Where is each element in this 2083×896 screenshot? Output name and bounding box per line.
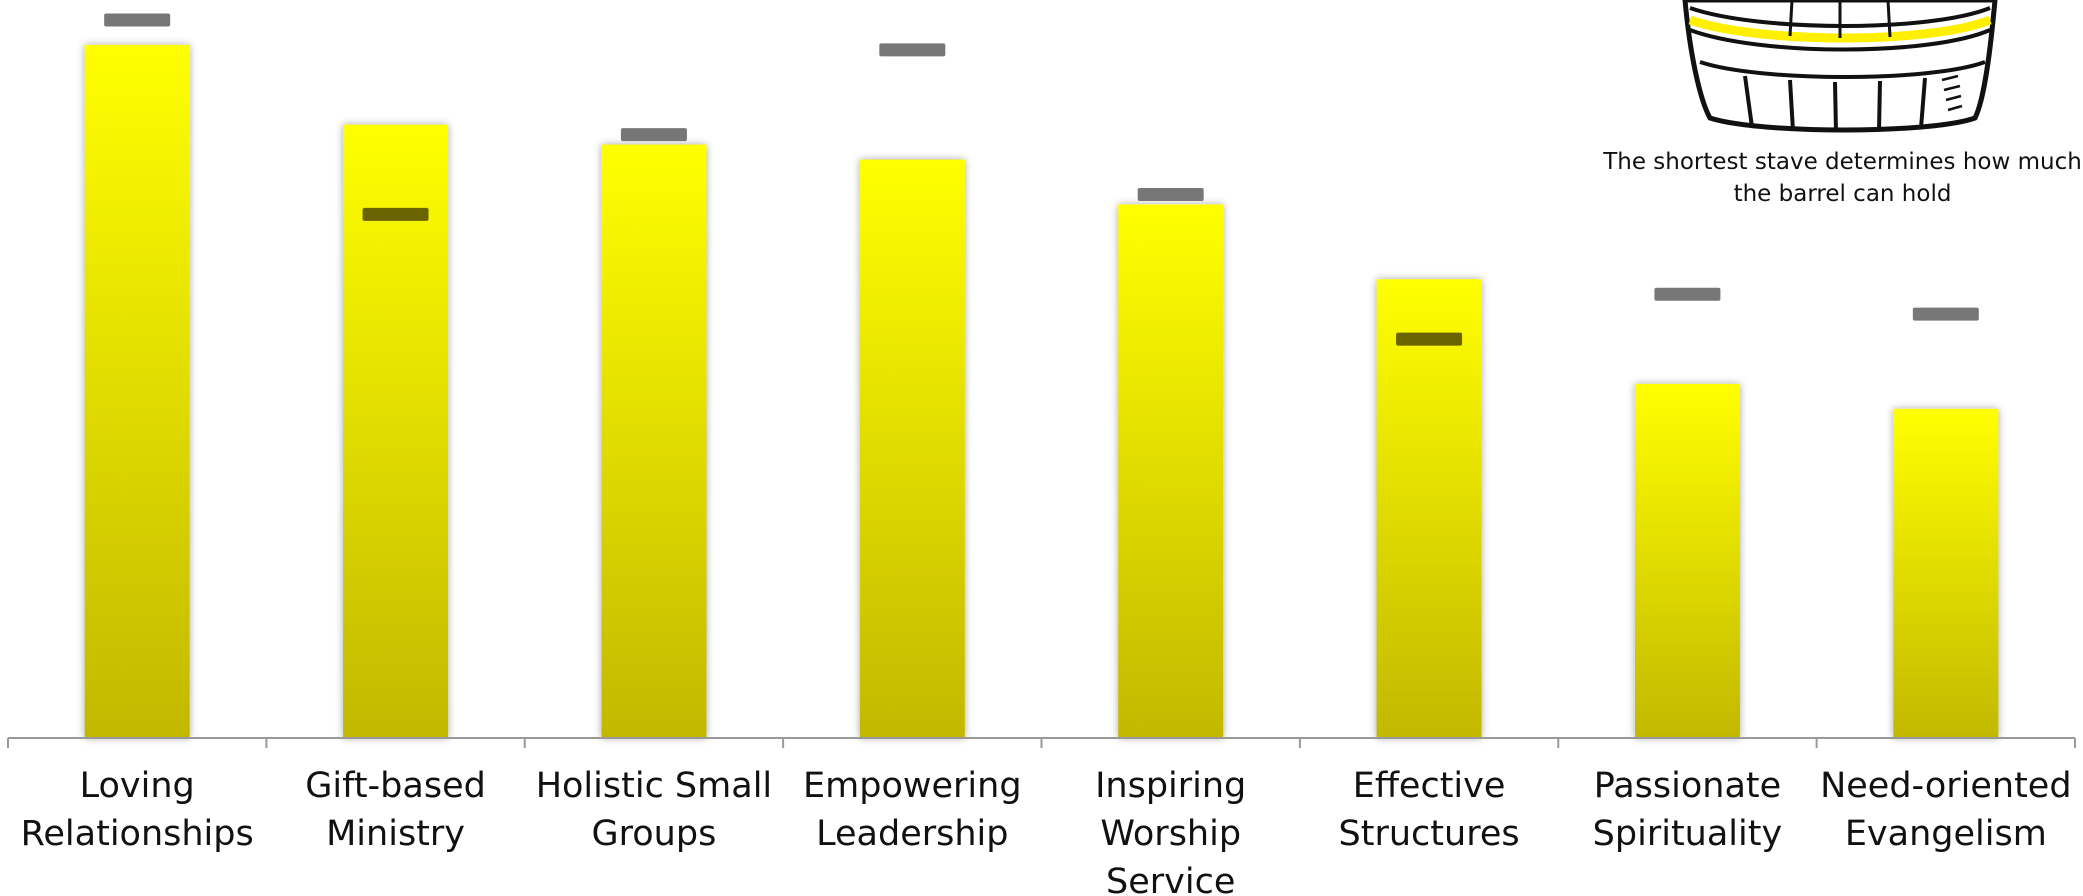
category-label-2-line-0: Holistic Small [536, 766, 772, 806]
category-label-5: Effective Structures [1339, 766, 1520, 854]
category-label-0-line-1: Relationships [21, 814, 254, 854]
bar-1 [343, 124, 449, 738]
category-label-7-line-0: Need-oriented [1820, 766, 2071, 806]
category-label-2: Holistic Small Groups [536, 766, 772, 854]
category-label-6-line-0: Passionate [1594, 766, 1781, 806]
marker-7 [1912, 307, 1979, 321]
category-label-5-line-0: Effective [1353, 766, 1506, 806]
category-label-1-line-1: Ministry [326, 814, 465, 854]
category-label-6: Passionate Spirituality [1593, 766, 1783, 854]
bar-3 [859, 159, 965, 738]
category-label-3-line-1: Leadership [816, 814, 1008, 854]
category-label-1-line-0: Gift-based [305, 766, 486, 806]
bar-7 [1893, 408, 1999, 738]
marker-4 [1137, 187, 1204, 201]
marker-1 [362, 207, 429, 221]
category-label-5-line-1: Structures [1339, 814, 1520, 854]
caption-line-1: The shortest stave determines how much [1603, 149, 2082, 175]
marker-3 [879, 43, 946, 57]
category-label-4-line-2: Service [1106, 862, 1235, 896]
category-label-4: Inspiring Worship Service [1095, 766, 1246, 896]
bar-4 [1118, 204, 1224, 739]
barrel-icon [1682, 0, 1998, 133]
category-label-4-line-0: Inspiring [1095, 766, 1246, 806]
bar-5 [1376, 279, 1482, 738]
barrel-caption: The shortest stave determines how much t… [1595, 146, 2083, 210]
category-label-0: Loving Relationships [21, 766, 254, 854]
category-label-7-line-1: Evangelism [1845, 814, 2047, 854]
category-label-6-line-1: Spirituality [1593, 814, 1783, 854]
category-label-3-line-0: Empowering [803, 766, 1022, 806]
category-label-2-line-1: Groups [592, 814, 717, 854]
bar-6 [1634, 383, 1740, 738]
marker-0 [104, 13, 171, 27]
bar-0 [84, 44, 190, 739]
marker-5 [1396, 332, 1463, 346]
category-label-0-line-0: Loving [80, 766, 195, 806]
caption-line-2: the barrel can hold [1733, 181, 1952, 207]
category-label-1: Gift-based Ministry [305, 766, 486, 854]
category-label-4-line-1: Worship [1100, 814, 1241, 854]
bar-2 [601, 144, 707, 739]
category-label-3: Empowering Leadership [803, 766, 1022, 854]
category-label-7: Need-oriented Evangelism [1820, 766, 2071, 854]
marker-2 [620, 128, 687, 142]
marker-6 [1654, 287, 1721, 301]
